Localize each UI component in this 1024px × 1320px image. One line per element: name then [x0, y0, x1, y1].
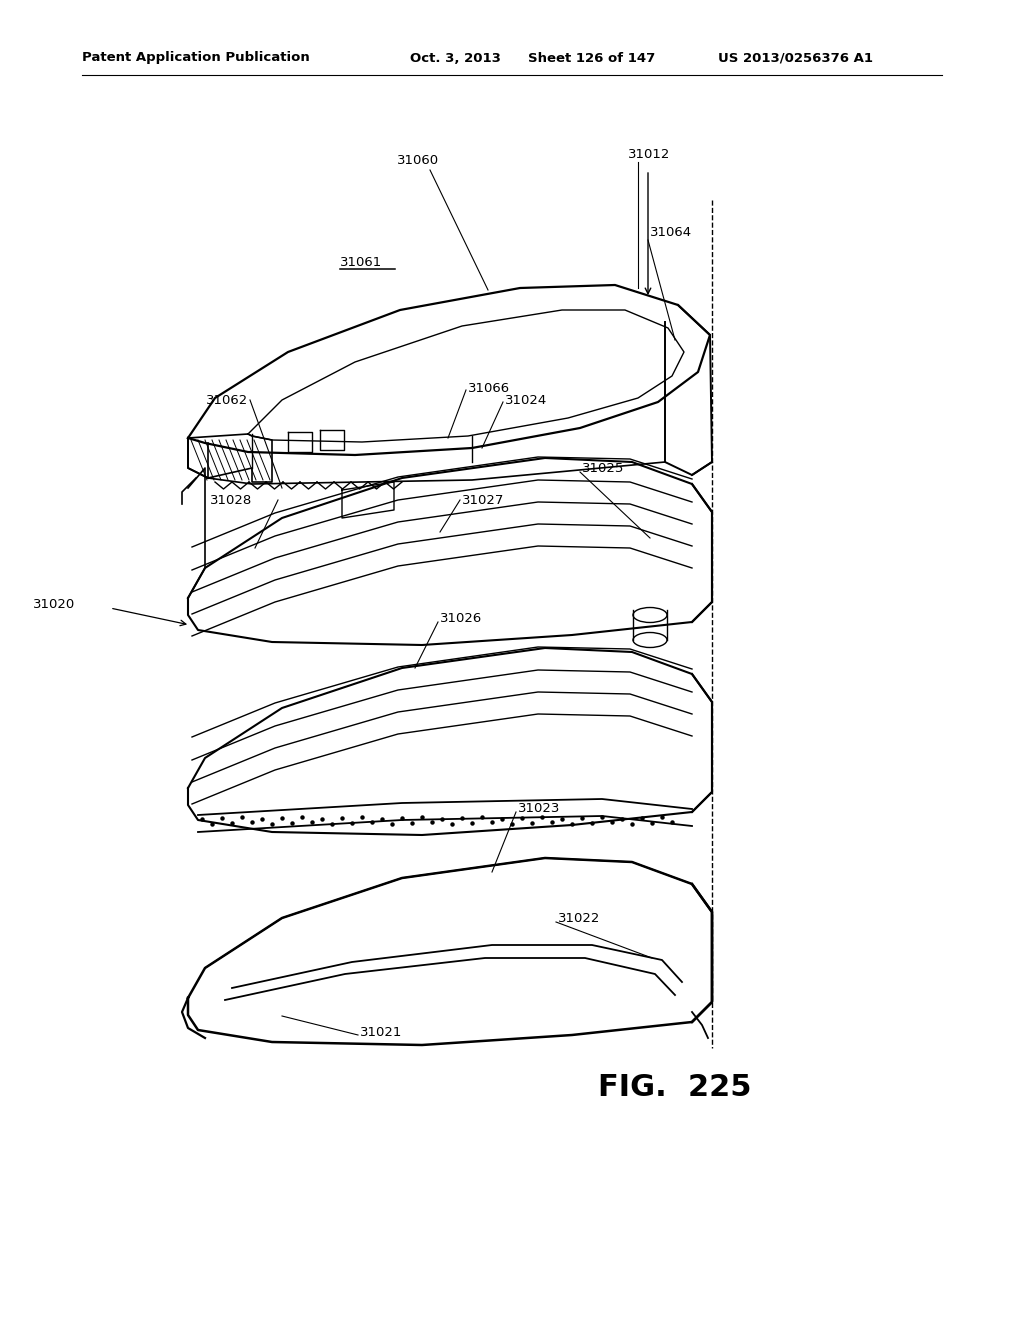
Text: 31021: 31021: [360, 1026, 402, 1039]
Text: Oct. 3, 2013: Oct. 3, 2013: [410, 51, 501, 65]
Text: 31020: 31020: [33, 598, 75, 611]
Text: 31023: 31023: [518, 801, 560, 814]
Text: 31022: 31022: [558, 912, 600, 924]
Text: Sheet 126 of 147: Sheet 126 of 147: [528, 51, 655, 65]
Text: 31064: 31064: [650, 226, 692, 239]
Text: Patent Application Publication: Patent Application Publication: [82, 51, 309, 65]
Text: 31066: 31066: [468, 381, 510, 395]
Text: 31028: 31028: [210, 494, 252, 507]
Text: US 2013/0256376 A1: US 2013/0256376 A1: [718, 51, 873, 65]
Text: 31027: 31027: [462, 494, 505, 507]
Text: 31024: 31024: [505, 393, 547, 407]
Text: 31060: 31060: [397, 153, 439, 166]
Text: 31061: 31061: [340, 256, 382, 268]
Text: 31012: 31012: [628, 149, 671, 161]
Text: FIG.  225: FIG. 225: [598, 1073, 752, 1102]
Text: 31026: 31026: [440, 611, 482, 624]
Text: 31062: 31062: [206, 393, 248, 407]
Text: 31025: 31025: [582, 462, 625, 474]
